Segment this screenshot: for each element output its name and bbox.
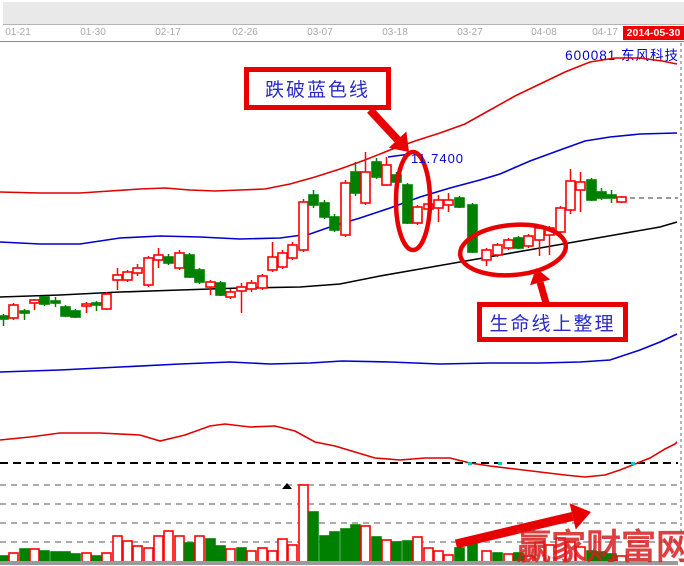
date-tick: 01-30 xyxy=(80,27,106,38)
annotation-text: 生命线上整理 xyxy=(489,313,616,335)
stock-name: 东风科技 xyxy=(621,48,679,63)
site-watermark: 赢家财富网 xyxy=(516,528,684,566)
annotation-box-break-blue-line: 跌破蓝色线 xyxy=(244,67,391,110)
date-tick: 01-21 xyxy=(5,27,31,38)
date-tick: 03-18 xyxy=(382,27,408,38)
price-annotation: 11.7400 xyxy=(411,151,465,166)
date-tick: 04-17 xyxy=(592,27,618,38)
date-tick: 03-07 xyxy=(307,27,333,38)
annotation-text: 跌破蓝色线 xyxy=(264,80,370,101)
date-tick: 03-27 xyxy=(457,27,483,38)
date-tick: 02-17 xyxy=(155,27,181,38)
annotation-box-life-line: 生命线上整理 xyxy=(477,302,628,342)
date-tick: 04-08 xyxy=(531,27,557,38)
current-date-badge: 2014-05-30 xyxy=(623,26,684,40)
date-axis: 01-21 01-30 02-17 02-26 03-07 03-18 03-2… xyxy=(0,25,684,42)
window-top-bar xyxy=(3,2,684,25)
date-tick: 02-26 xyxy=(232,27,258,38)
